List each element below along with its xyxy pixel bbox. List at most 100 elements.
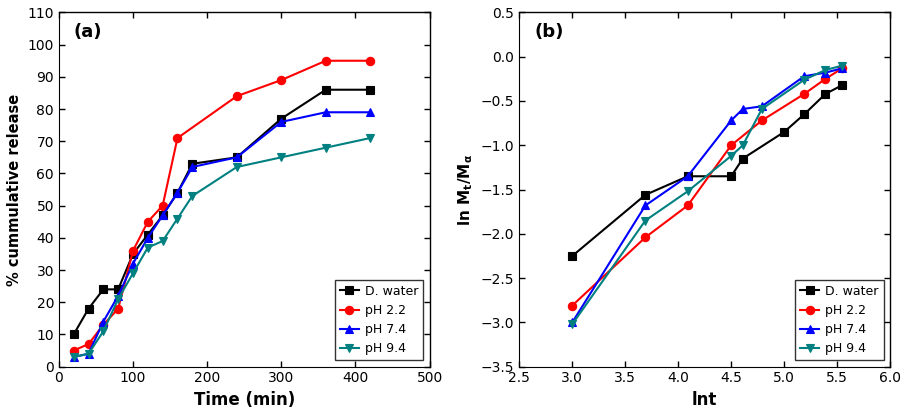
- pH 9.4: [172, 216, 183, 221]
- Line: D. water: D. water: [568, 81, 846, 260]
- pH 9.4: [756, 106, 767, 111]
- pH 7.4: [682, 174, 693, 179]
- D. water: [127, 251, 138, 256]
- pH 9.4: [83, 351, 94, 356]
- pH 2.2: [276, 77, 287, 82]
- Line: pH 7.4: pH 7.4: [70, 108, 374, 361]
- pH 9.4: [68, 354, 79, 359]
- Line: pH 2.2: pH 2.2: [70, 57, 374, 355]
- pH 9.4: [321, 145, 331, 150]
- pH 7.4: [83, 351, 94, 356]
- D. water: [799, 112, 810, 117]
- pH 2.2: [98, 322, 109, 327]
- D. water: [365, 87, 376, 92]
- D. water: [143, 232, 153, 237]
- pH 7.4: [799, 74, 810, 79]
- Legend: D. water, pH 2.2, pH 7.4, pH 9.4: D. water, pH 2.2, pH 7.4, pH 9.4: [795, 280, 883, 360]
- Y-axis label: ln M$_\mathregular{t}$/M$_\mathregular{\alpha}$: ln M$_\mathregular{t}$/M$_\mathregular{\…: [457, 154, 475, 225]
- pH 2.2: [756, 118, 767, 123]
- pH 7.4: [321, 110, 331, 115]
- pH 9.4: [127, 271, 138, 276]
- pH 9.4: [157, 238, 168, 243]
- pH 7.4: [187, 164, 198, 169]
- D. water: [276, 116, 287, 121]
- pH 9.4: [820, 67, 831, 72]
- D. water: [232, 155, 242, 160]
- pH 7.4: [725, 118, 736, 123]
- pH 7.4: [98, 319, 109, 324]
- Line: pH 2.2: pH 2.2: [568, 64, 846, 310]
- pH 7.4: [820, 70, 831, 75]
- D. water: [98, 287, 109, 292]
- pH 9.4: [365, 136, 376, 141]
- Text: (a): (a): [74, 23, 103, 41]
- pH 2.2: [365, 58, 376, 63]
- pH 9.4: [837, 63, 848, 68]
- pH 7.4: [567, 320, 577, 325]
- pH 7.4: [157, 213, 168, 218]
- pH 2.2: [232, 94, 242, 99]
- pH 9.4: [682, 189, 693, 194]
- pH 7.4: [365, 110, 376, 115]
- pH 2.2: [820, 77, 831, 82]
- D. water: [172, 190, 183, 195]
- pH 2.2: [172, 136, 183, 141]
- X-axis label: Time (min): Time (min): [193, 391, 295, 409]
- Line: D. water: D. water: [70, 86, 374, 339]
- pH 2.2: [143, 219, 153, 224]
- pH 9.4: [276, 155, 287, 160]
- pH 9.4: [725, 154, 736, 158]
- pH 2.2: [567, 303, 577, 308]
- pH 9.4: [567, 322, 577, 327]
- Line: pH 9.4: pH 9.4: [568, 62, 846, 328]
- X-axis label: lnt: lnt: [692, 391, 717, 409]
- pH 7.4: [837, 66, 848, 71]
- pH 2.2: [682, 203, 693, 208]
- D. water: [737, 156, 748, 161]
- pH 7.4: [737, 106, 748, 111]
- D. water: [682, 174, 693, 179]
- D. water: [640, 192, 651, 197]
- D. water: [157, 213, 168, 218]
- pH 9.4: [187, 193, 198, 198]
- D. water: [567, 253, 577, 258]
- pH 7.4: [232, 155, 242, 160]
- pH 9.4: [113, 297, 123, 302]
- pH 7.4: [756, 104, 767, 109]
- D. water: [321, 87, 331, 92]
- Legend: D. water, pH 2.2, pH 7.4, pH 9.4: D. water, pH 2.2, pH 7.4, pH 9.4: [335, 280, 423, 360]
- D. water: [187, 161, 198, 166]
- pH 2.2: [799, 92, 810, 97]
- pH 2.2: [83, 342, 94, 347]
- pH 2.2: [113, 306, 123, 311]
- pH 9.4: [98, 329, 109, 334]
- pH 7.4: [113, 293, 123, 298]
- D. water: [779, 129, 790, 134]
- pH 9.4: [640, 218, 651, 223]
- pH 9.4: [143, 245, 153, 250]
- D. water: [113, 287, 123, 292]
- pH 7.4: [127, 261, 138, 266]
- pH 9.4: [232, 164, 242, 169]
- pH 7.4: [68, 354, 79, 359]
- D. water: [820, 92, 831, 97]
- Y-axis label: % cummulative release: % cummulative release: [7, 94, 22, 286]
- Line: pH 7.4: pH 7.4: [568, 64, 846, 327]
- Text: (b): (b): [534, 23, 564, 41]
- pH 9.4: [799, 77, 810, 82]
- pH 2.2: [157, 203, 168, 208]
- D. water: [68, 332, 79, 337]
- pH 7.4: [640, 203, 651, 208]
- pH 7.4: [276, 119, 287, 124]
- pH 7.4: [172, 190, 183, 195]
- D. water: [83, 306, 94, 311]
- D. water: [725, 174, 736, 179]
- D. water: [837, 82, 848, 87]
- pH 2.2: [640, 235, 651, 240]
- pH 2.2: [127, 248, 138, 253]
- Line: pH 9.4: pH 9.4: [70, 134, 374, 361]
- pH 2.2: [321, 58, 331, 63]
- pH 2.2: [725, 143, 736, 148]
- pH 2.2: [837, 66, 848, 71]
- pH 2.2: [68, 348, 79, 353]
